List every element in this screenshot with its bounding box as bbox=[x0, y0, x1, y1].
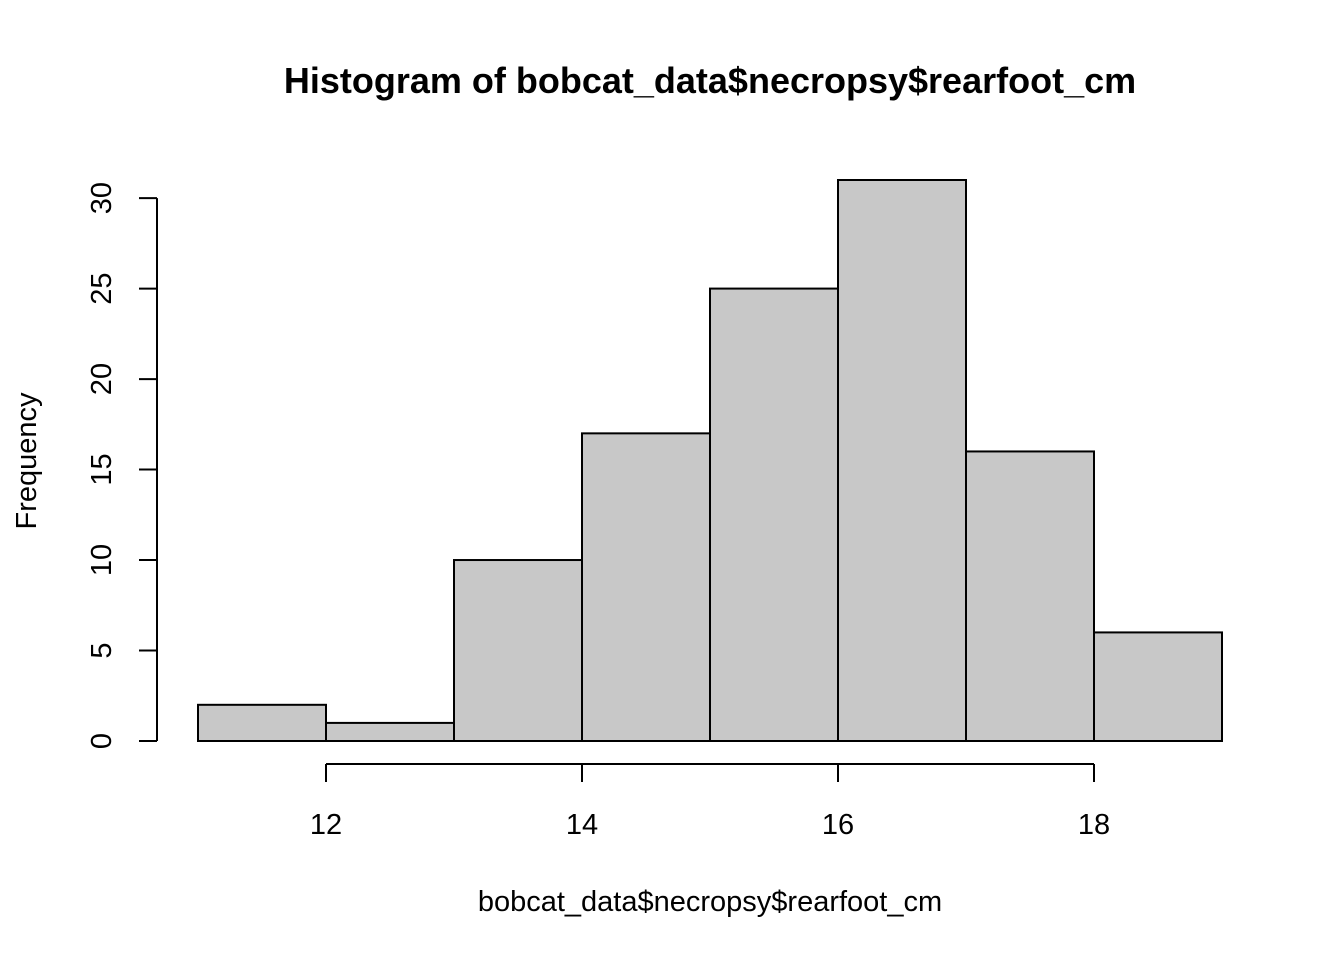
histogram-bar-12-13 bbox=[325, 721, 455, 742]
y-tick-label-20: 20 bbox=[86, 363, 118, 395]
histogram-bar-11-12 bbox=[197, 703, 327, 743]
y-tick-label-30: 30 bbox=[86, 182, 118, 214]
x-tick-label-18: 18 bbox=[1078, 809, 1110, 841]
x-axis-label: bobcat_data$necropsy$rearfoot_cm bbox=[478, 886, 942, 918]
y-axis: 0 5 10 15 20 25 30 bbox=[86, 182, 158, 749]
bars bbox=[197, 179, 1223, 743]
histogram-bar-14-15 bbox=[581, 432, 711, 742]
y-tick-label-10: 10 bbox=[86, 544, 118, 576]
histogram-bar-17-18 bbox=[965, 450, 1095, 742]
y-tick-label-5: 5 bbox=[86, 642, 118, 658]
x-tick-label-12: 12 bbox=[310, 809, 342, 841]
x-axis: 12 14 16 18 bbox=[310, 763, 1110, 841]
histogram-bar-15-16 bbox=[709, 287, 839, 742]
y-tick-label-15: 15 bbox=[86, 453, 118, 485]
chart-title: Histogram of bobcat_data$necropsy$rearfo… bbox=[284, 60, 1136, 101]
y-tick-label-25: 25 bbox=[86, 272, 118, 304]
y-axis-label: Frequency bbox=[11, 392, 43, 530]
histogram-bar-16-17 bbox=[837, 179, 967, 742]
histogram-bar-13-14 bbox=[453, 559, 583, 743]
histogram-bar-18-19 bbox=[1093, 631, 1223, 743]
x-tick-label-16: 16 bbox=[822, 809, 854, 841]
y-tick-label-0: 0 bbox=[86, 733, 118, 749]
x-tick-label-14: 14 bbox=[566, 809, 598, 841]
